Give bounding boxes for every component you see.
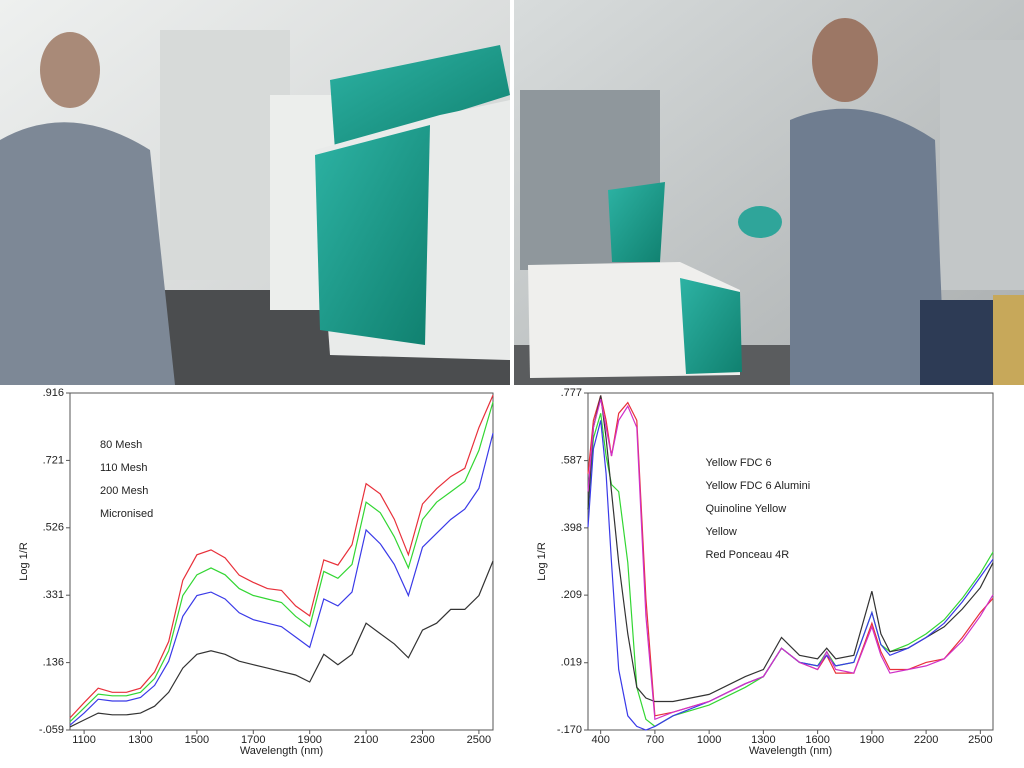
x-tick-label: 2300 [410,734,434,746]
x-tick-label: 1300 [128,734,152,746]
x-tick-label: 1500 [185,734,209,746]
x-tick-label: 1900 [860,734,884,746]
chart-area [0,385,1024,768]
legend-entry: 110 Mesh [100,462,148,474]
x-tick-label: 2100 [354,734,378,746]
legend-entry: Micronised [100,508,153,520]
series-line [69,560,494,728]
x-tick-label: 2200 [914,734,938,746]
legend-entry: Quinoline Yellow [705,503,786,515]
x-axis-label: Wavelength (nm) [749,745,832,757]
y-tick-label: -.170 [557,724,582,736]
y-tick-label: .398 [561,522,582,534]
y-tick-label: -.059 [39,724,64,736]
photo-right [514,0,1024,385]
x-tick-label: 1300 [751,734,775,746]
legend-entry: Yellow [705,526,736,538]
x-tick-label: 1900 [297,734,321,746]
y-tick-label: .136 [43,657,64,669]
legend-entry: Red Ponceau 4R [705,549,789,561]
x-tick-label: 1600 [805,734,829,746]
y-tick-label: .019 [561,657,582,669]
y-axis-label: Log 1/R [536,542,548,581]
series-line [69,401,494,723]
y-tick-label: .587 [561,455,582,467]
x-axis-label: Wavelength (nm) [240,745,323,757]
series-line [587,398,994,721]
y-tick-label: .331 [43,589,64,601]
series-line [69,432,494,726]
x-tick-label: 1700 [241,734,265,746]
x-tick-label: 2500 [968,734,992,746]
x-tick-label: 400 [591,734,609,746]
plot-frame [587,392,994,731]
y-axis-label: Log 1/R [18,542,30,581]
photo-left [0,0,510,385]
legend-entry: 200 Mesh [100,485,148,497]
y-tick-label: .721 [43,454,64,466]
x-tick-label: 2500 [467,734,491,746]
series-line [69,394,494,719]
y-tick-label: .526 [43,522,64,534]
y-tick-label: .209 [561,589,582,601]
y-tick-label: .916 [43,387,64,399]
x-tick-label: 1100 [72,734,96,746]
legend-entry: 80 Mesh [100,439,142,451]
y-tick-label: .777 [561,387,582,399]
legend-entry: Yellow FDC 6 [705,457,771,469]
x-tick-label: 700 [646,734,664,746]
legend-entry: Yellow FDC 6 Alumini [705,480,810,492]
x-tick-label: 1000 [697,734,721,746]
